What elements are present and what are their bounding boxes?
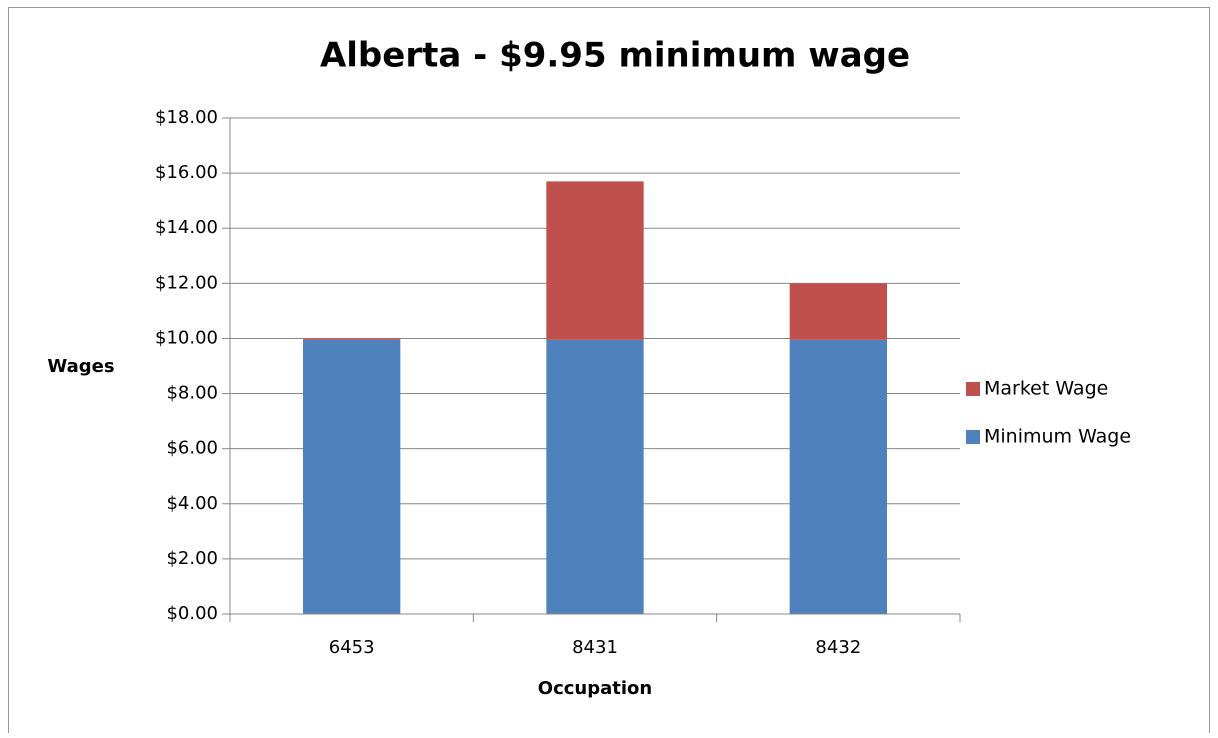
bar-segment (546, 339, 644, 614)
y-tick-label: $4.00 (166, 493, 218, 514)
bar-segment (789, 339, 887, 614)
y-tick-label: $6.00 (166, 438, 218, 459)
x-tick-label: 8431 (572, 637, 618, 658)
y-tick-label: $18.00 (155, 107, 218, 128)
legend-swatch (966, 430, 980, 444)
bar-segment (303, 339, 401, 614)
chart-title: Alberta - $9.95 minimum wage (320, 36, 910, 76)
y-tick-label: $16.00 (155, 162, 218, 183)
x-tick-label: 6453 (329, 637, 375, 658)
legend-label: Minimum Wage (984, 426, 1131, 448)
legend-label: Market Wage (984, 378, 1108, 400)
bar-segment (303, 338, 401, 340)
y-tick-label: $0.00 (166, 603, 218, 624)
y-tick-label: $2.00 (166, 548, 218, 569)
bar-segment (789, 283, 887, 340)
x-tick-label: 8432 (815, 637, 861, 658)
bar-segment (546, 181, 644, 340)
y-tick-label: $14.00 (155, 217, 218, 238)
legend-swatch (966, 382, 980, 396)
y-axis-title: Wages (47, 356, 114, 377)
y-tick-label: $8.00 (166, 383, 218, 404)
y-tick-label: $12.00 (155, 272, 218, 293)
x-axis-title: Occupation (538, 678, 652, 699)
y-tick-label: $10.00 (155, 327, 218, 348)
